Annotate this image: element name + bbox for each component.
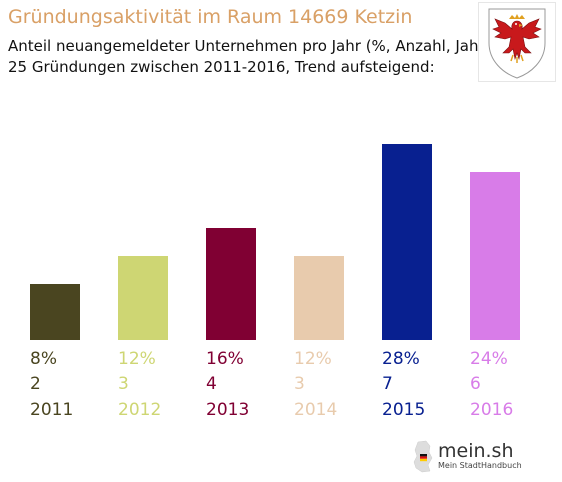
year-label-2016: 2016 <box>470 400 513 420</box>
year-label-2015: 2015 <box>382 400 425 420</box>
logo-tagline: Mein StadtHandbuch <box>438 461 522 470</box>
subtitle-line-1: Anteil neuangemeldeter Unternehmen pro J… <box>8 37 491 55</box>
count-label-2016: 6 <box>470 374 481 394</box>
count-label-2015: 7 <box>382 374 393 394</box>
chart-subtitle: Anteil neuangemeldeter Unternehmen pro J… <box>8 36 491 78</box>
count-label-2013: 4 <box>206 374 217 394</box>
year-label-2012: 2012 <box>118 400 161 420</box>
chart-title: Gründungsaktivität im Raum 14669 Ketzin <box>8 6 413 28</box>
percent-label-2011: 8% <box>30 349 57 369</box>
bar-2015 <box>382 144 432 340</box>
percent-label-2013: 16% <box>206 349 244 369</box>
crest-frame <box>478 2 556 82</box>
subtitle-line-2: 25 Gründungen zwischen 2011-2016, Trend … <box>8 58 435 76</box>
year-label-2013: 2013 <box>206 400 249 420</box>
bar-2013 <box>206 228 256 340</box>
bar-2012 <box>118 256 168 340</box>
germany-map-flag-icon <box>413 440 433 473</box>
mein-sh-logo: mein.sh Mein StadtHandbuch <box>410 438 530 474</box>
bar-2011 <box>30 284 80 340</box>
brandenburg-eagle-crest-icon <box>488 8 546 79</box>
bar-2016 <box>470 172 520 340</box>
count-label-2014: 3 <box>294 374 305 394</box>
count-label-2011: 2 <box>30 374 41 394</box>
percent-label-2012: 12% <box>118 349 156 369</box>
percent-label-2016: 24% <box>470 349 508 369</box>
year-label-2011: 2011 <box>30 400 73 420</box>
percent-label-2015: 28% <box>382 349 420 369</box>
bar-2014 <box>294 256 344 340</box>
logo-name: mein.sh <box>438 440 514 462</box>
percent-label-2014: 12% <box>294 349 332 369</box>
year-label-2014: 2014 <box>294 400 337 420</box>
count-label-2012: 3 <box>118 374 129 394</box>
